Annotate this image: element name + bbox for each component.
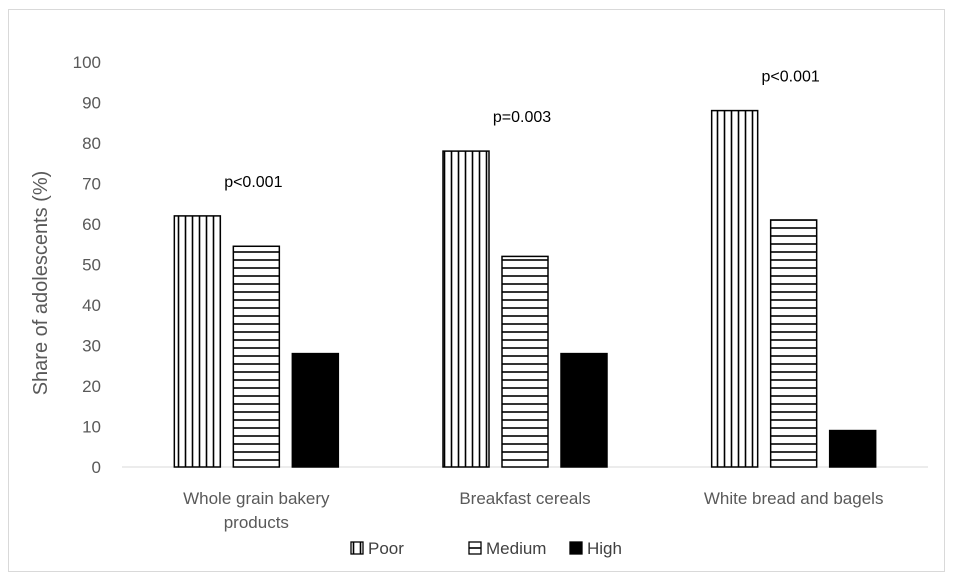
- y-tick-label: 10: [82, 418, 101, 437]
- annotations: p<0.001 p=0.003 p<0.001: [224, 69, 820, 191]
- bar-high-0: [291, 352, 340, 468]
- legend-swatch-medium: [468, 541, 482, 555]
- bar-poor-1: [442, 150, 490, 468]
- y-axis-title: Share of adolescents (%): [30, 171, 52, 396]
- category-label: Breakfast cereals: [459, 489, 590, 508]
- bar-medium-0: [232, 245, 281, 468]
- y-axis-ticks: 0 10 20 30 40 50 60 70 80 90 100: [73, 53, 101, 477]
- y-tick-label: 50: [82, 256, 101, 275]
- category-label: White bread and bagels: [704, 489, 884, 508]
- y-tick-label: 90: [82, 94, 101, 113]
- legend-label-medium: Medium: [486, 539, 546, 558]
- bar-poor-0: [173, 215, 222, 468]
- legend-swatch-high: [569, 541, 583, 555]
- legend-label-poor: Poor: [368, 539, 404, 558]
- y-tick-label: 40: [82, 296, 101, 315]
- y-tick-label: 80: [82, 134, 101, 153]
- y-tick-label: 0: [92, 458, 101, 477]
- legend-label-high: High: [587, 539, 622, 558]
- bars: [173, 109, 877, 468]
- bar-medium-1: [501, 255, 549, 468]
- bar-poor-2: [710, 109, 759, 468]
- p-value-annotation: p=0.003: [493, 109, 551, 126]
- y-tick-label: 70: [82, 175, 101, 194]
- legend-swatch-poor: [350, 541, 364, 555]
- category-label: Whole grain bakery: [183, 489, 330, 508]
- y-tick-label: 60: [82, 215, 101, 234]
- y-tick-label: 20: [82, 377, 101, 396]
- legend: Poor Medium High: [350, 539, 622, 558]
- bar-high-2: [828, 429, 877, 468]
- bar-high-1: [560, 352, 608, 468]
- p-value-annotation: p<0.001: [762, 69, 820, 86]
- bar-medium-2: [769, 219, 818, 468]
- p-value-annotation: p<0.001: [224, 174, 282, 191]
- y-tick-label: 30: [82, 337, 101, 356]
- category-labels: Whole grain bakery products Breakfast cere…: [183, 489, 883, 532]
- y-tick-label: 100: [73, 53, 101, 72]
- category-label: products: [224, 513, 289, 532]
